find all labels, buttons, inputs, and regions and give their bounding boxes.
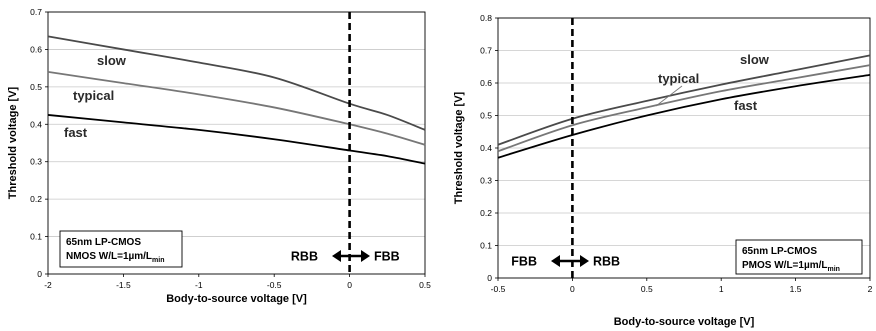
y-tick-label: 0.5 [30, 82, 42, 92]
bias-left-label: FBB [511, 255, 537, 269]
x-tick-label: 0.5 [419, 280, 431, 290]
y-tick-label: 0.4 [30, 119, 42, 129]
bias-arrow-right-head [580, 255, 589, 267]
y-axis-title: Threshold voltage [V] [7, 86, 19, 199]
typical-leader-line [655, 85, 683, 107]
bias-right-label: FBB [374, 250, 400, 264]
info-box [59, 230, 183, 268]
y-tick-label: 0.2 [30, 194, 42, 204]
chart-1: 0 0.1 0.2 0.3 0.4 0.5 0.6 0.7 -2 -1.5 -1 -0.5 0 0.5 sl… [7, 7, 431, 305]
x-tick-label: -2 [44, 280, 52, 290]
series-fast-line [497, 73, 871, 159]
bias-arrow-left-head [332, 250, 341, 262]
x-tick-label: 1 [719, 284, 724, 294]
x-tick-label: 0.5 [641, 284, 653, 294]
x-tick-label: -1.5 [116, 280, 131, 290]
bias-arrow-left-head [551, 255, 560, 267]
info-box-line2-sub: min [152, 257, 164, 264]
y-tick-label: 0.7 [30, 7, 42, 17]
y-tick-label: 0.3 [30, 157, 42, 167]
series-label-slow: slow [97, 53, 127, 68]
y-tick-label: 0.7 [480, 46, 492, 56]
info-box [735, 239, 863, 275]
info-box-line2-sub: min [828, 266, 840, 273]
y-tick-label: 0.6 [480, 78, 492, 88]
x-axis-title: Body-to-source voltage [V] [166, 293, 307, 305]
x-axis-title: Body-to-source voltage [V] [614, 316, 755, 328]
y-tick-label: 0.1 [480, 241, 492, 251]
info-box-line2: NMOS W/L=1µm/Lmin [66, 251, 165, 264]
series-label-fast: fast [734, 98, 758, 113]
y-tick-label: 0.6 [30, 44, 42, 54]
info-box-line1: 65nm LP-CMOS [742, 246, 817, 257]
series-slow-line [497, 54, 871, 146]
series-slow-line [47, 35, 426, 131]
y-tick-label: 0.4 [480, 143, 492, 153]
y-tick-label: 0.5 [480, 111, 492, 121]
x-tick-label: 0 [570, 284, 575, 294]
y-tick-label: 0.8 [480, 13, 492, 23]
series-typical-line [497, 64, 871, 153]
series-typical-line [47, 70, 426, 146]
series-label-slow: slow [740, 52, 770, 67]
y-tick-label: 0.1 [30, 232, 42, 242]
info-box-line2-main: NMOS W/L=1µm/L [66, 251, 152, 262]
x-tick-label: 2 [868, 284, 873, 294]
series-label-fast: fast [64, 125, 88, 140]
info-box-line1: 65nm LP-CMOS [66, 237, 141, 248]
bias-left-label: RBB [291, 250, 318, 264]
info-box-line2: PMOS W/L=1µm/Lmin [742, 260, 840, 273]
y-tick-label: 0.2 [480, 208, 492, 218]
bias-right-label: RBB [593, 255, 620, 269]
y-tick-label: 0 [487, 273, 492, 283]
series-fast-line [47, 114, 426, 165]
y-tick-label: 0.3 [480, 176, 492, 186]
series-label-typical: typical [73, 88, 114, 103]
x-tick-label: 0 [347, 280, 352, 290]
plot-frame [497, 17, 871, 279]
x-tick-label: -1 [195, 280, 203, 290]
x-tick-label: -0.5 [491, 284, 506, 294]
chart-2: 00.10.20.30.40.50.60.70.8-0.5 0 0.5 1 1.5 2sl… [453, 13, 873, 328]
plot-frame [47, 11, 426, 275]
series-label-typical: typical [658, 71, 699, 86]
bias-arrow-right-head [361, 250, 370, 262]
y-tick-label: 0 [37, 269, 42, 279]
y-axis-title: Threshold voltage [V] [453, 91, 465, 204]
info-box-line2-main: PMOS W/L=1µm/L [742, 260, 828, 271]
x-tick-label: -0.5 [267, 280, 282, 290]
x-tick-label: 1.5 [790, 284, 802, 294]
